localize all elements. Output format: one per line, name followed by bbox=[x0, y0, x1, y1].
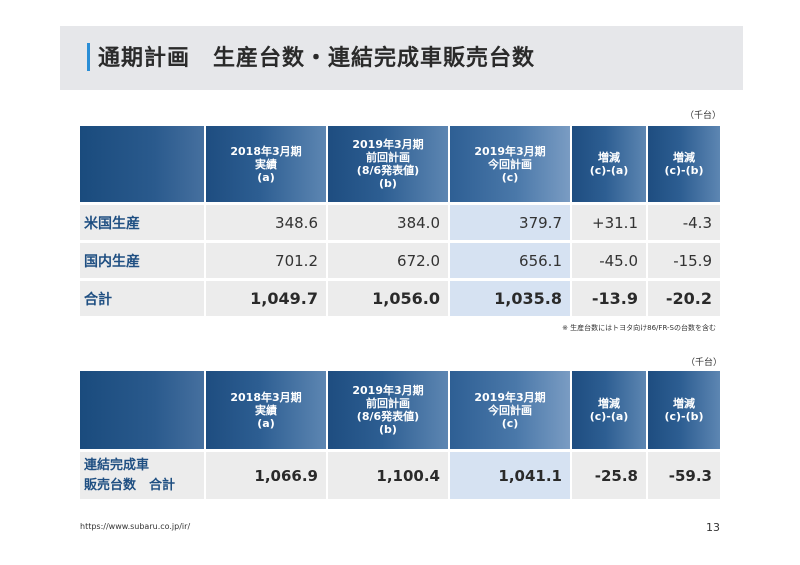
row-label: 連結完成車 販売台数 合計 bbox=[80, 449, 204, 499]
table-row: 米国生産 348.6 384.0 379.7 +31.1 -4.3 bbox=[80, 202, 720, 240]
cell-c: 1,035.8 bbox=[448, 278, 570, 316]
cell-b: 384.0 bbox=[326, 202, 448, 240]
page-title: 通期計画 生産台数・連結完成車販売台数 bbox=[98, 46, 536, 71]
production-header-row: 2018年3月期 実績 (a) 2019年3月期 前回計画 (8/6発表値) (… bbox=[80, 126, 720, 202]
cell-b: 1,056.0 bbox=[326, 278, 448, 316]
cell-cb: -59.3 bbox=[646, 449, 720, 499]
header-col-c: 2019年3月期 今回計画 (c) bbox=[448, 126, 570, 202]
unit-label-sales: （千台） bbox=[686, 358, 723, 368]
row-label: 米国生産 bbox=[80, 202, 204, 240]
cell-ca: -13.9 bbox=[570, 278, 646, 316]
header-col-ca: 増減 (c)-(a) bbox=[570, 126, 646, 202]
cell-ca: -25.8 bbox=[570, 449, 646, 499]
table-row: 国内生産 701.2 672.0 656.1 -45.0 -15.9 bbox=[80, 240, 720, 278]
title-accent-bar bbox=[87, 43, 90, 71]
cell-ca: +31.1 bbox=[570, 202, 646, 240]
table-row: 連結完成車 販売台数 合計 1,066.9 1,100.4 1,041.1 -2… bbox=[80, 449, 720, 499]
cell-ca: -45.0 bbox=[570, 240, 646, 278]
cell-c: 656.1 bbox=[448, 240, 570, 278]
production-table: 2018年3月期 実績 (a) 2019年3月期 前回計画 (8/6発表値) (… bbox=[80, 126, 720, 316]
header-col-cb: 増減 (c)-(b) bbox=[646, 371, 720, 449]
sales-table: 2018年3月期 実績 (a) 2019年3月期 前回計画 (8/6発表値) (… bbox=[80, 371, 720, 499]
cell-cb: -20.2 bbox=[646, 278, 720, 316]
unit-label-production: （千台） bbox=[685, 111, 722, 121]
sales-header-row: 2018年3月期 実績 (a) 2019年3月期 前回計画 (8/6発表値) (… bbox=[80, 371, 720, 449]
cell-c: 1,041.1 bbox=[448, 449, 570, 499]
cell-c: 379.7 bbox=[448, 202, 570, 240]
header-col-b: 2019年3月期 前回計画 (8/6発表値) (b) bbox=[326, 126, 448, 202]
header-col-a: 2018年3月期 実績 (a) bbox=[204, 126, 326, 202]
cell-a: 1,049.7 bbox=[204, 278, 326, 316]
cell-a: 1,066.9 bbox=[204, 449, 326, 499]
row-label: 合計 bbox=[80, 278, 204, 316]
cell-cb: -15.9 bbox=[646, 240, 720, 278]
header-col-a: 2018年3月期 実績 (a) bbox=[204, 371, 326, 449]
header-col-ca: 増減 (c)-(a) bbox=[570, 371, 646, 449]
footer-url[interactable]: https://www.subaru.co.jp/ir/ bbox=[80, 522, 191, 531]
page-number: 13 bbox=[706, 521, 720, 534]
title-bar: 通期計画 生産台数・連結完成車販売台数 bbox=[60, 26, 743, 90]
cell-a: 348.6 bbox=[204, 202, 326, 240]
header-label-col bbox=[80, 371, 204, 449]
cell-b: 672.0 bbox=[326, 240, 448, 278]
header-col-cb: 増減 (c)-(b) bbox=[646, 126, 720, 202]
cell-a: 701.2 bbox=[204, 240, 326, 278]
cell-cb: -4.3 bbox=[646, 202, 720, 240]
header-col-c: 2019年3月期 今回計画 (c) bbox=[448, 371, 570, 449]
total-row: 合計 1,049.7 1,056.0 1,035.8 -13.9 -20.2 bbox=[80, 278, 720, 316]
header-label-col bbox=[80, 126, 204, 202]
row-label: 国内生産 bbox=[80, 240, 204, 278]
footnote: ※ 生産台数にはトヨタ向け86/FR-Sの台数を含む bbox=[562, 324, 716, 332]
cell-b: 1,100.4 bbox=[326, 449, 448, 499]
header-col-b: 2019年3月期 前回計画 (8/6発表値) (b) bbox=[326, 371, 448, 449]
